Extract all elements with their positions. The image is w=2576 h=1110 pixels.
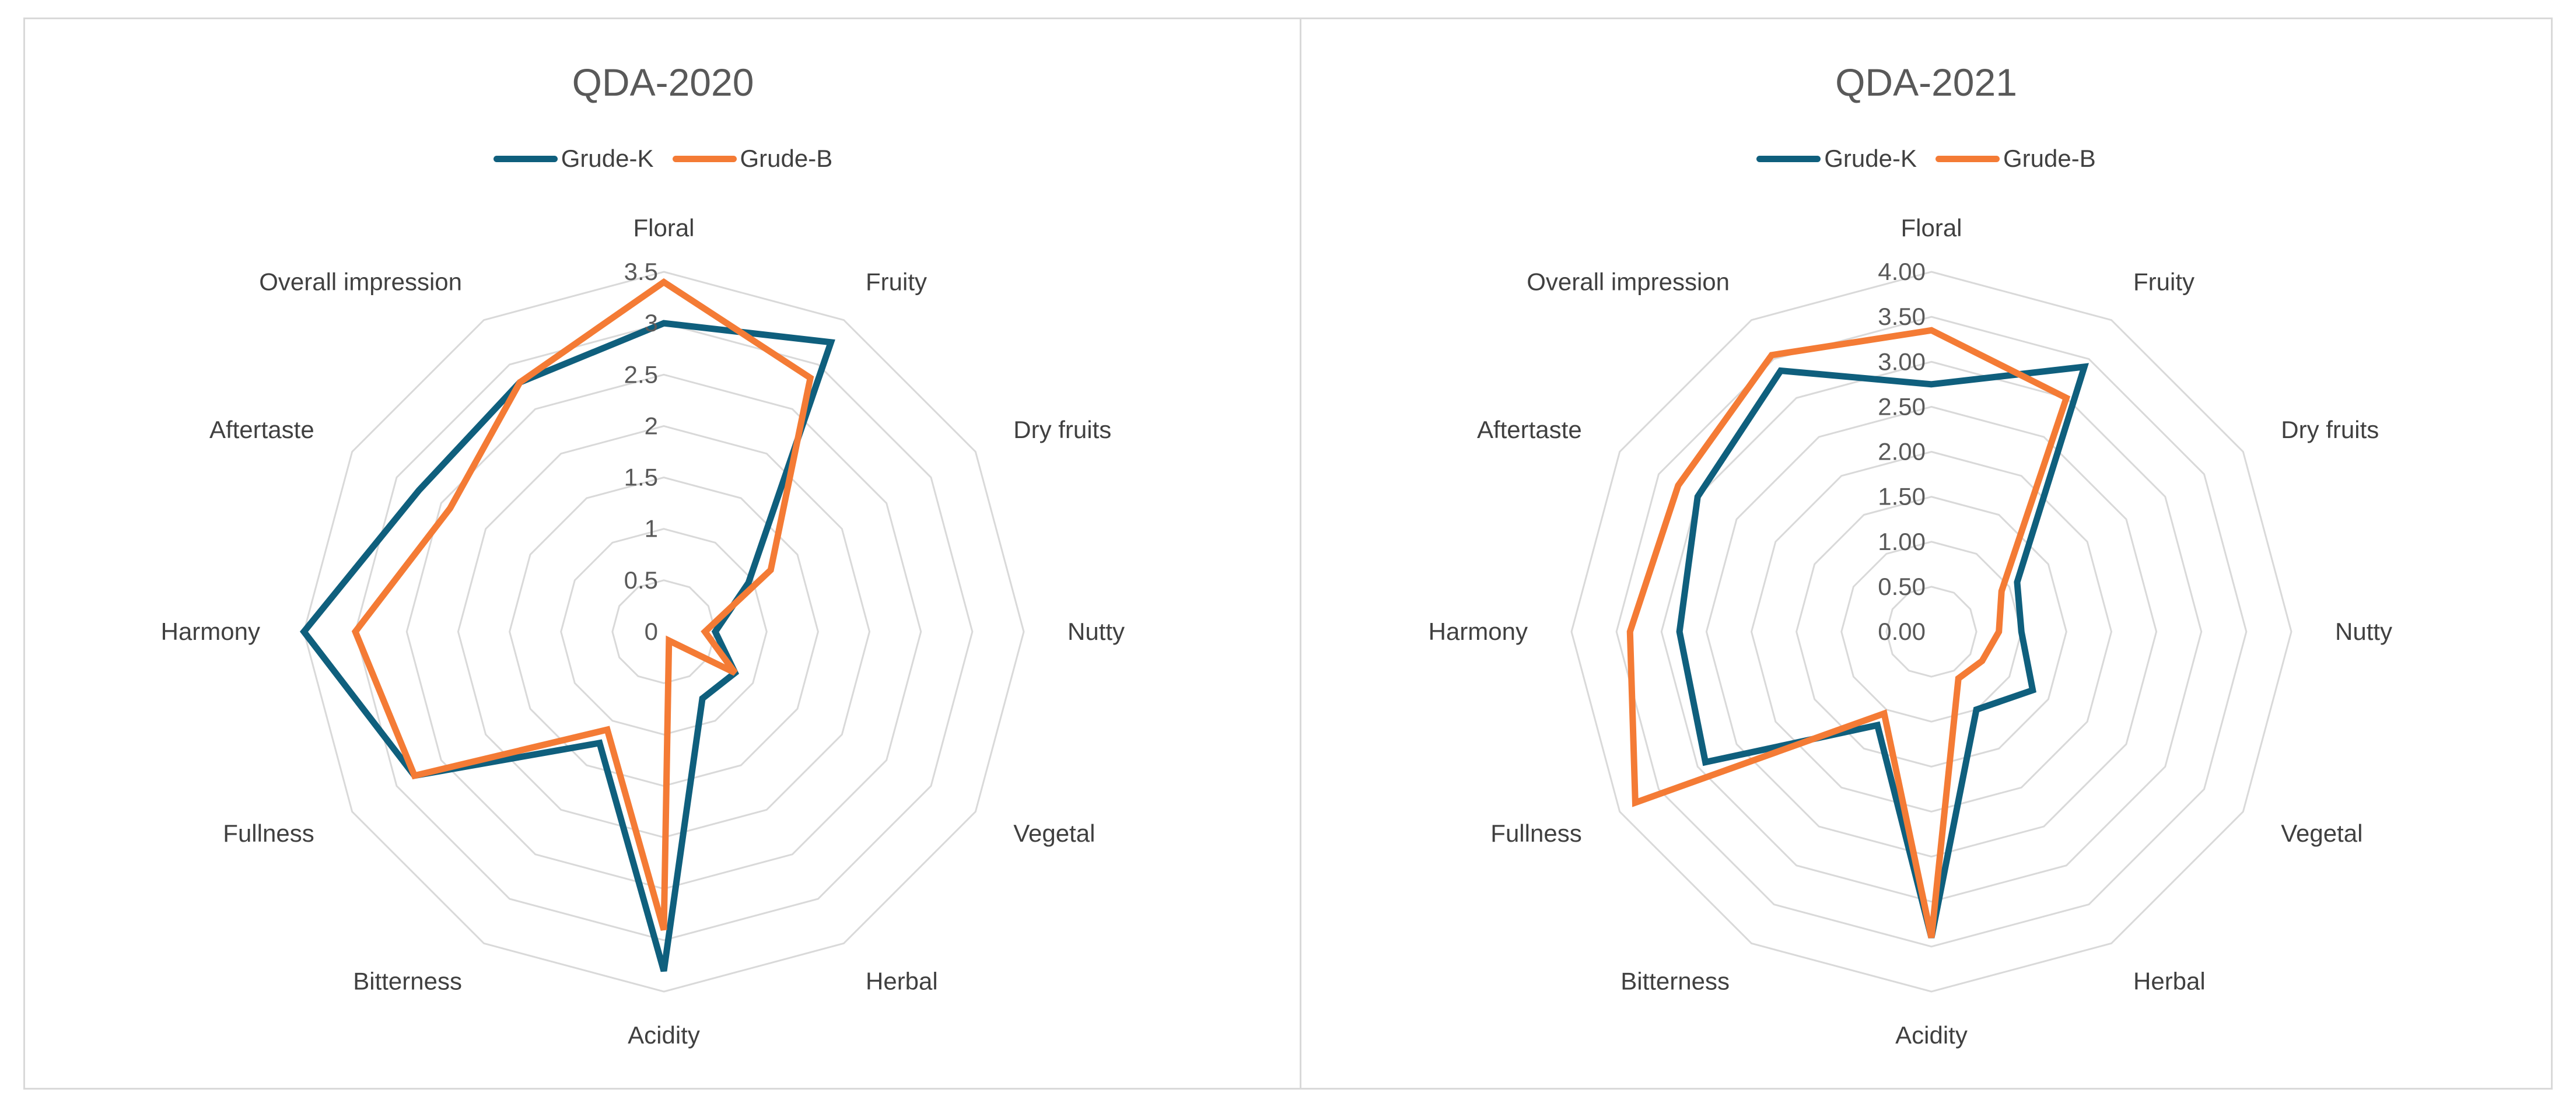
category-label: Acidity [1895, 1021, 1968, 1049]
tick-label: 0 [645, 618, 658, 645]
grid-ring [1750, 450, 2113, 813]
category-label: Vegetal [2281, 820, 2362, 847]
category-label: Harmony [161, 618, 260, 645]
legend-swatch [672, 155, 737, 162]
tick-label: 4.00 [1878, 258, 1926, 285]
radar-plot: 0 0.5 1 1.5 2 2.5 3 3.5 Floral Fruity Dry fruits Nu… [161, 214, 1125, 1049]
category-label: Acidity [628, 1021, 700, 1049]
grid-ring [1796, 496, 2067, 768]
legend-label: Grude-B [2003, 145, 2096, 172]
tick-label: 0.00 [1878, 618, 1926, 645]
tick-label: 3.5 [624, 258, 658, 285]
grid-ring [1570, 271, 2292, 993]
grid-ring [354, 322, 974, 941]
series-line-grude-b [351, 278, 814, 931]
legend-swatch [1936, 155, 2000, 162]
category-label: Nutty [2335, 618, 2392, 645]
category-label: Vegetal [1013, 820, 1095, 847]
legend-label: Grude-K [1824, 145, 1917, 172]
tick-label: 2.5 [624, 360, 658, 388]
chart-title: QDA-2021 [1835, 61, 2017, 104]
legend-label: Grude-B [740, 145, 833, 172]
category-label: Overall impression [259, 268, 462, 296]
grid-ring [611, 579, 716, 684]
radar-chart-2021: QDA-2021 Grude-K Grude-B 0.00 0.50 1.00 1.5… [1300, 17, 2553, 1090]
category-label: Overall impression [1527, 268, 1730, 296]
tick-label: 3 [645, 309, 658, 337]
category-label: Herbal [866, 967, 938, 995]
category-label: Fullness [1490, 820, 1581, 847]
legend: Grude-K Grude-B [25, 145, 1301, 173]
legend-item-grude-b: Grude-B [672, 145, 833, 173]
category-label: Dry fruits [1013, 416, 1111, 443]
category-label: Dry fruits [2281, 416, 2379, 443]
category-label: Nutty [1068, 618, 1125, 645]
category-label: Fullness [223, 820, 314, 847]
legend-item-grude-k: Grude-K [493, 145, 654, 173]
legend-swatch [1756, 155, 1821, 162]
grid-ring [1885, 586, 1978, 678]
grid-ring [1660, 360, 2203, 903]
category-label: Herbal [2133, 967, 2206, 995]
category-label: Bitterness [1620, 967, 1730, 995]
grid-ring [1840, 541, 2022, 723]
grid-ring [303, 271, 1025, 993]
series-line-grude-b [1626, 327, 2071, 939]
category-label: Floral [1901, 214, 1962, 241]
legend-label: Grude-K [561, 145, 654, 172]
radar-chart-2020: QDA-2020 Grude-K Grude-B 0 0.5 1 1.5 2 2.5 3 3.… [23, 17, 1303, 1090]
tick-label: 1.00 [1878, 528, 1926, 555]
tick-label: 0.5 [624, 566, 658, 594]
chart-title: QDA-2020 [572, 61, 754, 104]
legend-swatch [493, 155, 558, 162]
legend-item-grude-k: Grude-K [1756, 145, 1917, 173]
tick-label: 3.00 [1878, 348, 1926, 375]
category-label: Harmony [1429, 618, 1528, 645]
radar-plot: 0.00 0.50 1.00 1.50 2.00 2.50 3.00 3.50 4.00 Flor… [1429, 214, 2392, 1049]
tick-label: 2.00 [1878, 438, 1926, 465]
series-line-grude-k [299, 320, 835, 972]
legend: Grude-K Grude-B [1301, 145, 2551, 173]
category-label: Bitterness [353, 967, 462, 995]
category-label: Fruity [866, 268, 927, 296]
category-label: Aftertaste [209, 416, 314, 443]
grid-ring [1615, 316, 2248, 948]
category-label: Aftertaste [1477, 416, 1582, 443]
tick-label: 3.50 [1878, 303, 1926, 330]
tick-label: 1 [645, 515, 658, 542]
grid-ring [1705, 405, 2158, 858]
tick-label: 1.5 [624, 464, 658, 491]
tick-label: 1.50 [1878, 483, 1926, 510]
grid-ring [560, 528, 768, 736]
category-label: Floral [633, 214, 694, 241]
legend-item-grude-b: Grude-B [1936, 145, 2096, 173]
tick-label: 0.50 [1878, 573, 1926, 600]
tick-label: 2 [645, 412, 658, 439]
tick-label: 2.50 [1878, 393, 1926, 420]
category-label: Fruity [2133, 268, 2194, 296]
